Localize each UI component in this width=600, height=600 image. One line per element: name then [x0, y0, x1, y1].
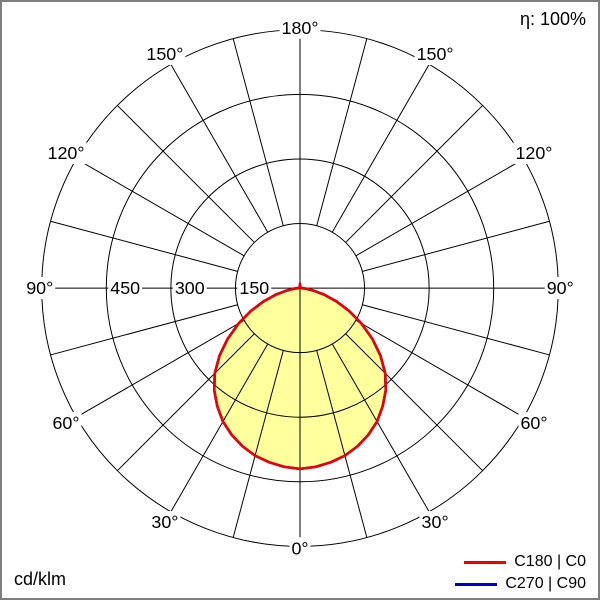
legend-item-c90: C270 | C90 [455, 575, 586, 593]
legend-line-c0-icon [464, 560, 507, 564]
legend-label-c0: C180 | C0 [514, 553, 586, 570]
svg-text:90°: 90° [26, 278, 53, 298]
svg-text:450: 450 [110, 278, 140, 298]
legend-label-c90: C270 | C90 [505, 575, 586, 592]
svg-text:30°: 30° [422, 512, 449, 532]
svg-text:30°: 30° [151, 512, 178, 532]
svg-text:150: 150 [239, 278, 269, 298]
legend-item-c0: C180 | C0 [455, 553, 586, 571]
legend: C180 | C0 C270 | C90 [455, 553, 586, 593]
svg-text:120°: 120° [48, 143, 85, 163]
svg-text:150°: 150° [146, 44, 183, 64]
efficiency-label: η: 100% [519, 9, 586, 29]
svg-text:180°: 180° [282, 18, 319, 38]
legend-line-c90-icon [455, 582, 498, 586]
svg-text:120°: 120° [515, 143, 552, 163]
svg-text:60°: 60° [52, 413, 79, 433]
svg-text:90°: 90° [547, 278, 574, 298]
svg-text:0°: 0° [291, 538, 308, 558]
svg-text:60°: 60° [520, 413, 547, 433]
svg-text:300: 300 [175, 278, 205, 298]
unit-label: cd/klm [14, 569, 67, 589]
svg-text:150°: 150° [417, 44, 454, 64]
